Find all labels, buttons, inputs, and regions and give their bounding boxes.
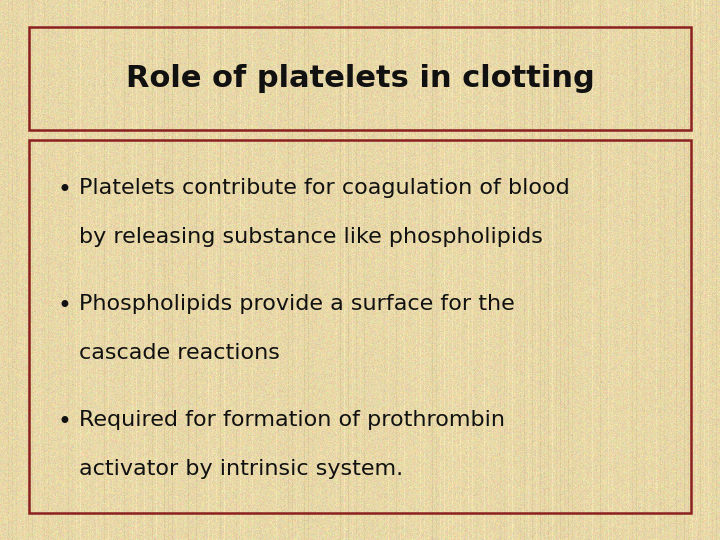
Bar	[29, 140, 691, 513]
Text: by releasing substance like phospholipids: by releasing substance like phospholipid…	[79, 227, 543, 247]
Text: Platelets contribute for coagulation of blood: Platelets contribute for coagulation of …	[79, 178, 570, 198]
Text: Required for formation of prothrombin: Required for formation of prothrombin	[79, 410, 505, 430]
Text: •: •	[58, 294, 71, 318]
Text: •: •	[58, 410, 71, 434]
Text: Role of platelets in clotting: Role of platelets in clotting	[125, 64, 595, 93]
Text: cascade reactions: cascade reactions	[79, 343, 280, 363]
Bar	[29, 27, 691, 130]
Text: Phospholipids provide a surface for the: Phospholipids provide a surface for the	[79, 294, 515, 314]
Text: activator by intrinsic system.: activator by intrinsic system.	[79, 459, 403, 479]
Text: •: •	[58, 178, 71, 202]
